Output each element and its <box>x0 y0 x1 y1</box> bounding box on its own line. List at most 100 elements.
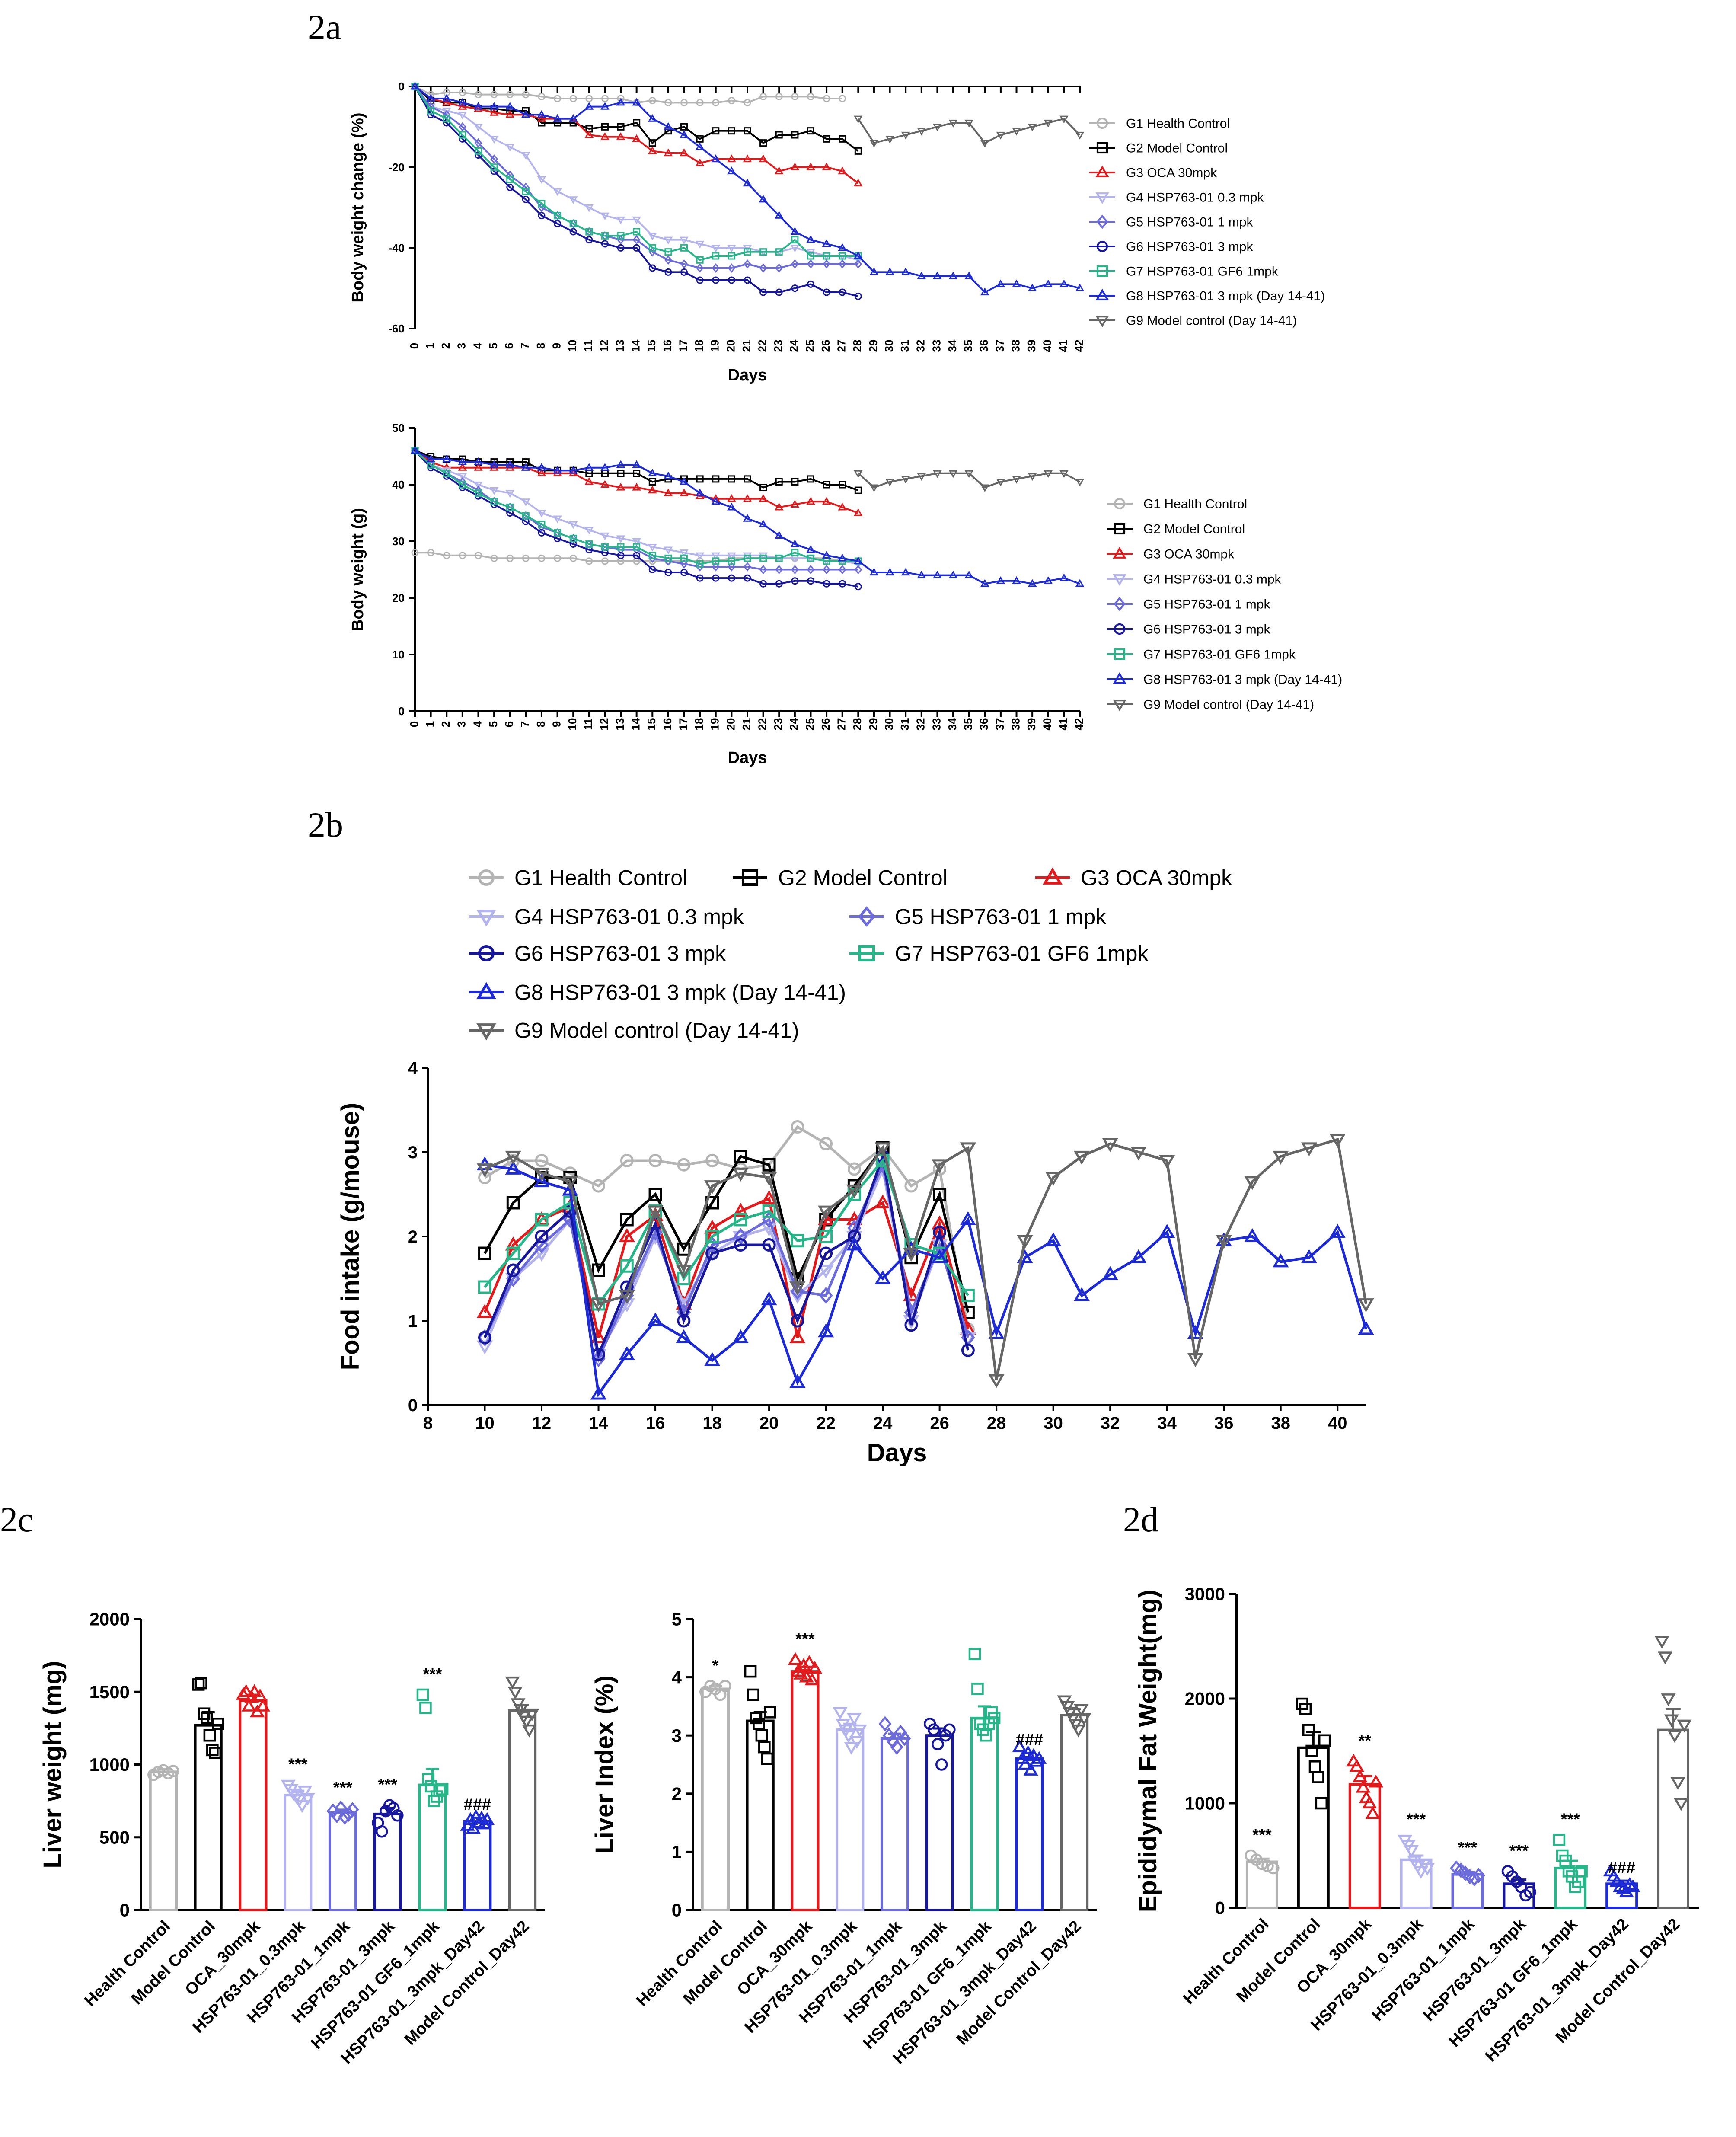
legend-label-G2: G2 Model Control <box>1126 141 1228 156</box>
series-G9 <box>854 470 1085 492</box>
data-point-G7 <box>680 244 688 252</box>
data-point-G8 <box>664 122 673 130</box>
x-tick-label: 14 <box>629 718 642 730</box>
data-point-G3 <box>584 477 594 485</box>
bar-G9 <box>1060 1714 1089 1912</box>
data-point-G8 <box>727 166 736 175</box>
x-tick-label: 8 <box>423 1414 433 1433</box>
legend-label-G2: G2 Model Control <box>778 866 948 890</box>
food-intake-chart: 8 10 12 14 16 18 20 22 24 26 28 30 32 34 36 38 4001234Da… <box>336 866 1374 1467</box>
data-point-G6 <box>522 195 530 203</box>
data-point-G7 <box>620 1259 634 1273</box>
data-point-G5 <box>728 562 736 572</box>
panel-label-2c: 2c <box>0 1500 33 1539</box>
dot-G2 <box>206 1744 219 1757</box>
data-point-G8 <box>676 1329 692 1343</box>
data-point-G4 <box>521 152 530 160</box>
x-tick-label: 38 <box>1009 718 1022 731</box>
data-point-G5 <box>759 565 767 575</box>
data-point-G9 <box>1017 1235 1033 1249</box>
legend-label-G7: G7 HSP763-01 GF6 1mpk <box>1126 265 1279 279</box>
data-point-G1 <box>744 99 751 106</box>
data-point-G7 <box>601 232 609 240</box>
data-point-G8 <box>1301 1249 1318 1263</box>
data-point-G9 <box>846 1184 862 1198</box>
data-point-G1 <box>847 1162 861 1176</box>
data-point-G8 <box>1073 1287 1090 1301</box>
data-point-G4 <box>695 552 705 560</box>
data-point-G7 <box>823 252 830 260</box>
x-tick-label: 3 <box>455 343 468 349</box>
data-point-G1 <box>819 1137 833 1150</box>
x-tick-label: 26 <box>819 340 832 352</box>
dot-G9 <box>505 1676 520 1690</box>
data-point-G6 <box>807 577 814 585</box>
series-line-G4 <box>414 450 858 565</box>
legend-marker-G8 <box>1113 672 1126 684</box>
data-point-G8 <box>1273 1253 1289 1268</box>
data-point-G6 <box>427 111 435 118</box>
data-point-G8 <box>553 466 562 474</box>
dot-G7 <box>422 1773 435 1786</box>
data-point-G2 <box>648 1188 662 1201</box>
data-point-G3 <box>648 146 657 154</box>
data-point-G6 <box>696 276 704 284</box>
dot-G2 <box>744 1665 757 1678</box>
data-point-G1 <box>474 552 482 559</box>
data-point-G9 <box>901 476 910 484</box>
dot-G3 <box>252 1688 268 1702</box>
x-axis-title: Days <box>728 366 767 384</box>
data-point-G9 <box>1358 1298 1374 1313</box>
bar-G1 <box>701 1687 730 1912</box>
data-point-G5 <box>807 259 815 269</box>
legend-label-G1: G1 Health Control <box>1143 497 1247 511</box>
x-tick-label: 40 <box>1041 718 1054 731</box>
data-point-G2 <box>854 147 862 155</box>
dot-G2 <box>753 1718 765 1730</box>
x-tick-label: 18 <box>692 718 705 731</box>
series-G6 <box>411 83 862 300</box>
x-tick-label: 2 <box>439 343 452 349</box>
data-point-G2 <box>775 478 783 486</box>
x-tick-label: 30 <box>882 340 895 352</box>
dot-G4 <box>833 1707 848 1720</box>
legend-marker-G5 <box>858 906 875 927</box>
dot-G5 <box>878 1716 892 1732</box>
data-point-G3 <box>806 497 815 505</box>
data-point-G5 <box>854 565 862 575</box>
data-point-G7 <box>648 552 656 559</box>
data-point-G4 <box>648 233 657 241</box>
data-point-G9 <box>562 1176 578 1190</box>
legend-marker-G1 <box>1114 498 1126 510</box>
data-point-G1 <box>601 95 609 102</box>
data-point-G6 <box>538 529 546 537</box>
dot-G9 <box>1661 1693 1676 1706</box>
data-point-G9 <box>854 115 863 124</box>
data-point-G1 <box>538 93 546 100</box>
x-tick-label: 27 <box>835 718 848 731</box>
data-point-G5 <box>632 235 641 245</box>
series-G8 <box>410 446 1085 587</box>
significance-label: ### <box>464 1795 491 1814</box>
data-point-G9 <box>980 140 989 148</box>
data-point-G7 <box>459 481 466 489</box>
data-point-G8 <box>505 460 515 468</box>
data-point-G5 <box>854 259 862 269</box>
data-point-G8 <box>489 102 499 110</box>
data-point-G8 <box>996 576 1005 584</box>
data-point-G5 <box>458 122 466 132</box>
dot-G7 <box>980 1729 992 1742</box>
x-tick-label: 13 <box>613 340 626 352</box>
dot-G7 <box>433 1784 446 1797</box>
data-point-G8 <box>590 1386 607 1400</box>
data-point-G2 <box>744 127 751 135</box>
y-axis-title: Liver weight (mg) <box>38 1661 67 1868</box>
data-point-G3 <box>632 482 641 491</box>
data-point-G2 <box>633 470 641 477</box>
dot-G3 <box>807 1661 823 1674</box>
dot-G6 <box>927 1723 940 1736</box>
data-point-G6 <box>680 569 688 576</box>
x-tick-label: 40 <box>1041 340 1054 352</box>
data-point-G1 <box>648 1154 662 1167</box>
